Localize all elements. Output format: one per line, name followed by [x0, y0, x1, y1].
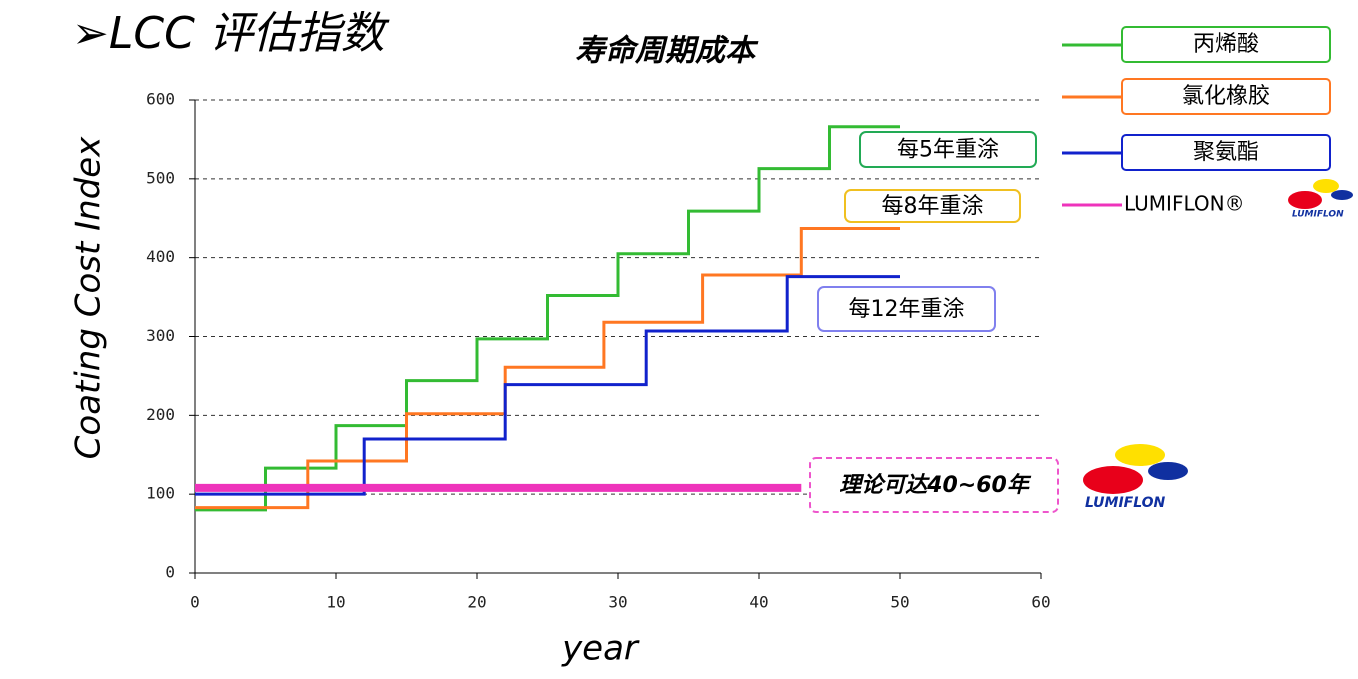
logo-shape — [1313, 179, 1339, 193]
legend-box — [1121, 26, 1331, 63]
y-tick-label: 300 — [146, 326, 175, 345]
x-tick-label: 20 — [467, 593, 486, 612]
logo-shape — [1115, 444, 1165, 466]
logo-shape — [1148, 462, 1188, 480]
step-line — [195, 275, 900, 496]
logo-shape — [1288, 191, 1322, 209]
annotation-text: 理论可达40~60年 — [839, 472, 1032, 498]
y-tick-label: 500 — [146, 168, 175, 187]
logo-shape — [1331, 190, 1353, 200]
annotation-box — [844, 189, 1021, 223]
annotation-box — [817, 286, 996, 332]
annotation-text: 每12年重涂 — [849, 297, 965, 322]
x-tick-label: 10 — [326, 593, 345, 612]
chart-title: 寿命周期成本 — [575, 34, 759, 69]
legend-label: 丙烯酸 — [1193, 32, 1259, 57]
logo-text: LUMIFLON — [1085, 495, 1166, 511]
legend-label: 氯化橡胶 — [1182, 84, 1270, 109]
y-axis-label: Coating Cost Index — [69, 136, 109, 460]
y-tick-label: 600 — [146, 90, 175, 109]
logo-small: LUMIFLON — [1288, 179, 1353, 220]
x-tick-label: 0 — [190, 593, 200, 612]
y-tick-label: 100 — [146, 484, 175, 503]
annotation-text: 每8年重涂 — [882, 194, 984, 219]
legend-box — [1121, 78, 1331, 115]
y-tick-label: 0 — [165, 563, 175, 582]
x-tick-label: 60 — [1031, 593, 1050, 612]
annotation-text: 每5年重涂 — [897, 138, 999, 163]
logo-text: LUMIFLON — [1292, 210, 1344, 220]
x-axis-label: year — [561, 629, 640, 669]
step-line — [195, 125, 900, 512]
legend-label: LUMIFLON® — [1124, 192, 1245, 216]
y-tick-label: 400 — [146, 247, 175, 266]
logo-shape — [1083, 466, 1143, 494]
step-line — [195, 226, 900, 510]
annotation-box — [809, 457, 1059, 513]
x-tick-label: 30 — [608, 593, 627, 612]
logo-large: LUMIFLON — [1083, 444, 1188, 511]
legend-label: 聚氨酯 — [1193, 140, 1259, 165]
x-tick-label: 50 — [890, 593, 909, 612]
y-tick-label: 200 — [146, 405, 175, 424]
legend-box — [1121, 134, 1331, 171]
annotation-box — [859, 131, 1037, 168]
heading: ➢LCC 评估指数 — [72, 8, 390, 59]
x-tick-label: 40 — [749, 593, 768, 612]
